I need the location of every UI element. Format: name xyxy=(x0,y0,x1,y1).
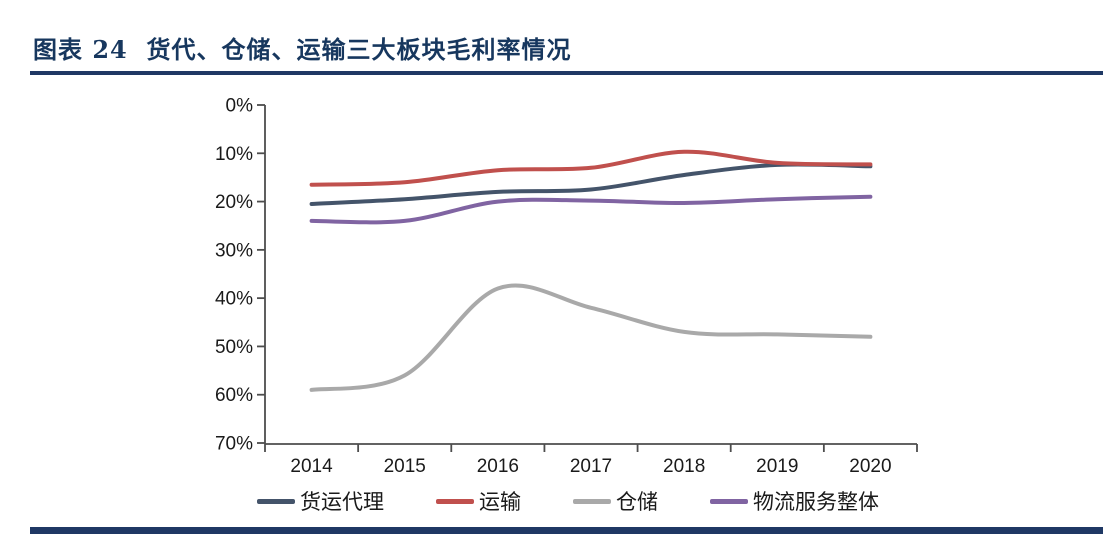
series-line-transportation xyxy=(309,149,873,187)
y-tick-label: 0% xyxy=(226,96,254,117)
x-tick-label: 2014 xyxy=(290,456,333,477)
legend-line-swatch-logistics-overall xyxy=(710,498,748,504)
legend-line-swatch-warehousing xyxy=(573,498,611,504)
y-tick-label: 10% xyxy=(215,144,253,165)
y-tick-label: 40% xyxy=(215,289,253,310)
y-tick-label: 20% xyxy=(215,192,253,213)
x-tick-label: 2018 xyxy=(663,456,705,477)
x-tick-label: 2017 xyxy=(570,456,612,477)
legend-line-swatch-transportation xyxy=(436,498,474,504)
y-tick-label: 50% xyxy=(215,337,253,358)
series-line-warehousing xyxy=(309,283,873,392)
page-bottom-rule xyxy=(30,527,1103,534)
x-tick-label: 2016 xyxy=(477,456,519,477)
x-tick-label: 2020 xyxy=(849,456,891,477)
legend-label-freight-agency: 货运代理 xyxy=(300,491,384,514)
title-underline-rule xyxy=(30,71,1103,75)
legend-item-freight-agency: 货运代理 xyxy=(257,486,384,516)
legend-label-warehousing: 仓储 xyxy=(616,491,658,514)
legend-item-logistics-overall: 物流服务整体 xyxy=(710,486,879,516)
legend-label-logistics-overall: 物流服务整体 xyxy=(753,491,879,514)
x-tick-label: 2019 xyxy=(756,456,798,477)
y-tick-label: 70% xyxy=(215,434,253,455)
figure-title: 图表 24 货代、仓储、运输三大板块毛利率情况 xyxy=(33,35,572,64)
legend-label-transportation: 运输 xyxy=(479,491,521,514)
y-tick-label: 60% xyxy=(215,385,253,406)
legend-item-warehousing: 仓储 xyxy=(573,486,658,516)
series-line-logistics-overall xyxy=(309,194,873,225)
x-tick-label: 2015 xyxy=(384,456,426,477)
chart-legend: 货运代理 运输 仓储 物流服务整体 xyxy=(257,486,879,516)
legend-line-swatch-freight-agency xyxy=(257,498,295,504)
y-tick-label: 30% xyxy=(215,240,253,261)
legend-item-transportation: 运输 xyxy=(436,486,521,516)
